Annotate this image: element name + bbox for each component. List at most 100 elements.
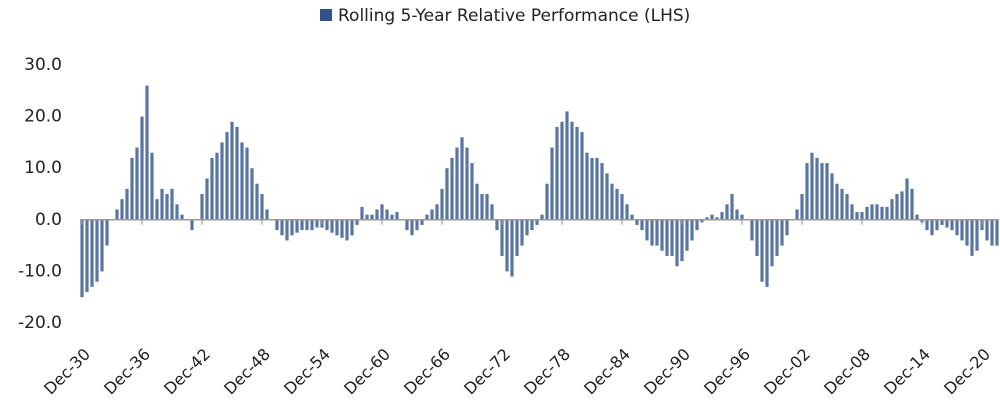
bar [650, 219, 654, 246]
bar [820, 163, 824, 220]
bar [675, 219, 679, 267]
bar [605, 173, 609, 220]
bar [450, 157, 454, 220]
bar [385, 209, 389, 220]
bar [495, 219, 499, 231]
bar [785, 219, 789, 236]
bar [585, 152, 589, 220]
bar [950, 219, 954, 231]
bar [730, 194, 734, 220]
bar [85, 219, 89, 293]
x-tick-label: Dec-14 [880, 345, 934, 399]
bar [165, 194, 169, 220]
bar [420, 219, 424, 225]
bar [80, 219, 84, 298]
bar [830, 173, 834, 220]
bar [850, 204, 854, 220]
y-tick-label: -10.0 [18, 261, 62, 281]
bar [515, 219, 519, 256]
bar [365, 214, 369, 220]
bar [620, 194, 624, 220]
x-tick-label: Dec-84 [580, 345, 634, 399]
bar [510, 219, 514, 277]
bar [345, 219, 349, 241]
bar [290, 219, 294, 236]
bar [955, 219, 959, 236]
bar [500, 219, 504, 256]
bar [520, 219, 524, 246]
bar [555, 126, 559, 220]
bar [935, 219, 939, 231]
bar [390, 214, 394, 220]
bar [145, 85, 149, 220]
bar [175, 204, 179, 220]
bar [595, 157, 599, 220]
bar [925, 219, 929, 231]
bar [350, 219, 354, 236]
bar [590, 157, 594, 220]
bar [460, 137, 464, 220]
bar [560, 121, 564, 220]
bar [640, 219, 644, 231]
bar [575, 126, 579, 220]
bar [655, 219, 659, 246]
bar [525, 219, 529, 236]
bar [860, 212, 864, 220]
bar [300, 219, 304, 231]
bar [250, 168, 254, 220]
bar [680, 219, 684, 262]
bar [265, 209, 269, 220]
bar [980, 219, 984, 231]
bar [425, 214, 429, 220]
bar [115, 209, 119, 220]
bar [130, 157, 134, 220]
y-tick-label: 30.0 [24, 55, 62, 75]
bar [370, 214, 374, 220]
x-tick-label: Dec-20 [940, 345, 994, 399]
bar [530, 219, 534, 231]
bar [845, 194, 849, 220]
bar [740, 214, 744, 220]
bar [100, 219, 104, 272]
bar [190, 219, 194, 231]
bar [415, 219, 419, 231]
bar [430, 209, 434, 220]
bar [885, 206, 889, 220]
y-tick-label: 10.0 [24, 158, 62, 178]
bar [565, 111, 569, 220]
bar [295, 219, 299, 233]
bar [340, 219, 344, 238]
x-tick-label: Dec-60 [340, 345, 394, 399]
bar [960, 219, 964, 241]
bar [355, 219, 359, 225]
bar [910, 188, 914, 220]
x-tick-label: Dec-72 [460, 345, 514, 399]
bar [360, 206, 364, 220]
bar [305, 219, 309, 231]
bar [225, 132, 229, 220]
bar [315, 219, 319, 228]
y-tick-label: 20.0 [24, 107, 62, 127]
bar [670, 219, 674, 256]
bar [805, 163, 809, 220]
bar [690, 219, 694, 241]
bar [915, 214, 919, 220]
bar [580, 132, 584, 220]
bar [975, 219, 979, 251]
bar [685, 219, 689, 251]
legend-swatch [320, 9, 332, 21]
bar [545, 183, 549, 220]
bar [735, 209, 739, 220]
bar [135, 147, 139, 220]
bar [700, 219, 704, 223]
bar [475, 183, 479, 220]
bar [905, 178, 909, 220]
bar [465, 147, 469, 220]
bar [215, 152, 219, 220]
bar [940, 219, 944, 225]
bar [645, 219, 649, 241]
bar [330, 219, 334, 233]
y-tick-label: -20.0 [18, 313, 62, 333]
bar [535, 219, 539, 225]
bar [760, 219, 764, 282]
